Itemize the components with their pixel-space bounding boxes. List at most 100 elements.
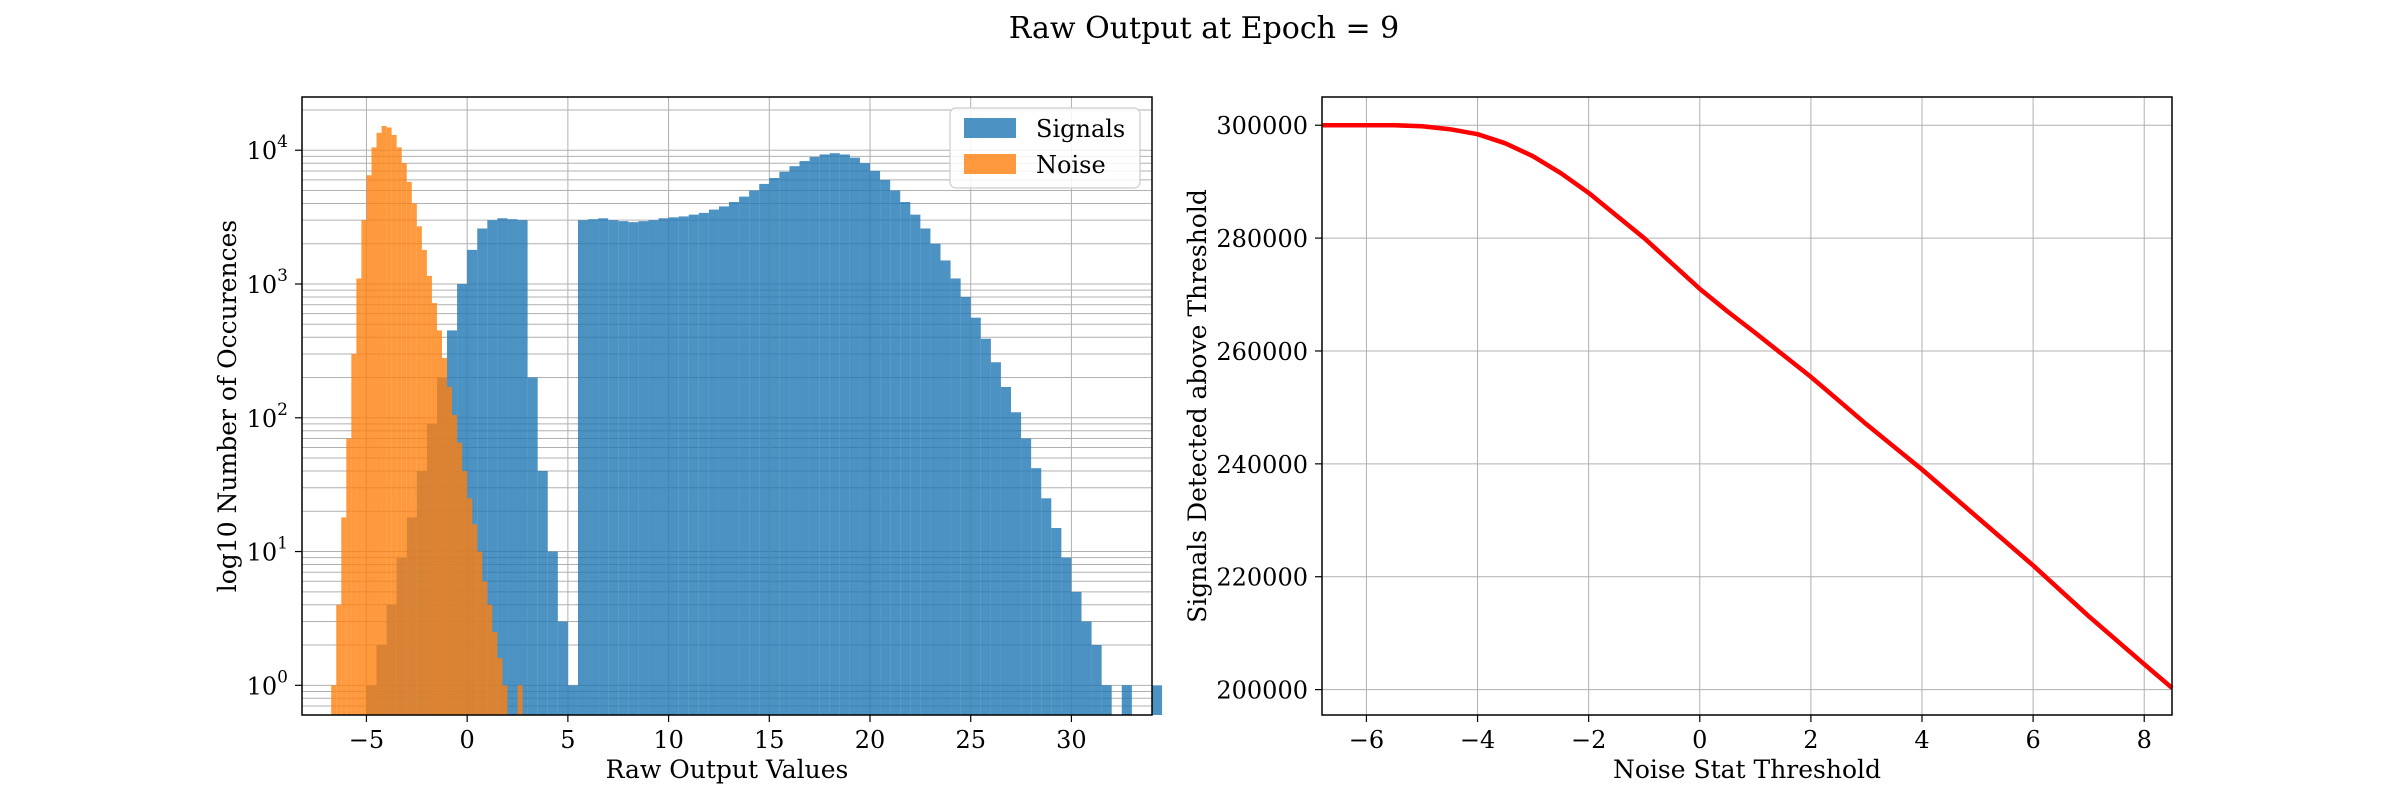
x-tick-label: 30	[1056, 726, 1087, 754]
histogram-bar-signals	[588, 219, 599, 715]
histogram-bar-signals	[1061, 557, 1072, 715]
histogram-bar-signals	[698, 212, 709, 715]
x-tick-label: 0	[1692, 726, 1707, 754]
histogram-bar-noise	[497, 658, 503, 715]
histogram-bar-signals	[739, 196, 750, 715]
histogram-bar-noise	[457, 442, 463, 715]
line-chart: −6 −4 −2 0 2 4 6 8 200000 220000 240000 260000 28000…	[1183, 96, 2174, 784]
histogram-bar-signals	[708, 209, 719, 715]
histogram-bar-signals	[900, 202, 911, 716]
histogram-bar-signals	[477, 228, 488, 715]
histogram-bar-signals	[1152, 685, 1163, 715]
series-signals	[366, 153, 1163, 716]
histogram-bar-signals	[829, 153, 840, 716]
x-tick-label: −5	[349, 726, 384, 754]
histogram-bar-signals	[789, 166, 800, 715]
y-tick-label: 240000	[1216, 451, 1308, 479]
grid	[1322, 97, 2172, 715]
histogram-bar-signals	[859, 163, 871, 715]
x-tick-label: 5	[560, 726, 575, 754]
histogram-bar-noise	[452, 414, 458, 715]
histogram-bar-noise	[502, 685, 508, 715]
histogram-chart: −5 0 5 10 15 20 25 30 100 101 102 103 104 Raw Output …	[213, 96, 1163, 784]
legend-label-signals: Signals	[1036, 115, 1125, 143]
histogram-bar-noise	[406, 181, 412, 716]
histogram-bar-signals	[1091, 645, 1102, 715]
histogram-bar-signals	[718, 206, 730, 715]
histogram-bar-signals	[668, 217, 679, 715]
histogram-bar-noise	[366, 175, 372, 716]
y-tick-label: 102	[247, 400, 288, 433]
histogram-bar-signals	[980, 338, 991, 715]
legend-swatch-signals	[964, 118, 1016, 138]
histogram-bar-signals	[910, 214, 921, 716]
histogram-bar-signals	[537, 471, 548, 715]
y-tick-label: 200000	[1216, 677, 1308, 705]
histogram-bar-signals	[920, 228, 931, 715]
histogram-bar-signals	[1000, 386, 1012, 715]
histogram-bar-noise	[351, 353, 357, 715]
histogram-bar-signals	[1041, 498, 1052, 715]
histogram-bar-signals	[1071, 591, 1082, 715]
histogram-bar-signals	[467, 249, 478, 716]
figure-title: Raw Output at Epoch = 9	[1009, 11, 1400, 46]
x-tick-label: 0	[460, 726, 475, 754]
histogram-bar-noise	[361, 220, 367, 715]
histogram-bar-noise	[341, 517, 347, 715]
histogram-bar-noise	[477, 551, 483, 715]
histogram-bar-signals	[880, 179, 891, 716]
histogram-bar-signals	[688, 214, 699, 716]
x-tick-label: 8	[2137, 726, 2152, 754]
histogram-bar-signals	[1011, 412, 1022, 715]
histogram-bar-signals	[870, 170, 881, 716]
histogram-bar-signals	[557, 621, 568, 715]
histogram-bar-noise	[401, 163, 407, 715]
series-line	[1322, 122, 2174, 690]
x-tick-label: 15	[754, 726, 785, 754]
histogram-bar-signals	[819, 154, 830, 716]
histogram-bar-noise	[447, 386, 453, 715]
histogram-bar-noise	[356, 278, 362, 715]
x-axis-label: Noise Stat Threshold	[1613, 755, 1881, 784]
histogram-bar-signals	[749, 190, 760, 715]
histogram-bar-noise	[517, 685, 523, 715]
histogram-bar-noise	[416, 226, 422, 715]
histogram-bar-signals	[527, 377, 538, 715]
histogram-bar-signals	[1051, 527, 1062, 715]
x-tick-label: −6	[1349, 726, 1384, 754]
histogram-bar-signals	[729, 202, 740, 716]
histogram-bar-noise	[431, 303, 437, 715]
histogram-bar-signals	[497, 218, 508, 715]
histogram-bar-noise	[426, 275, 432, 715]
y-tick-label: 300000	[1216, 112, 1308, 140]
histogram-bar-signals	[890, 190, 901, 715]
histogram-bar-noise	[472, 524, 478, 715]
histogram-bar-signals	[779, 171, 790, 716]
histogram-bar-signals	[1101, 685, 1112, 715]
x-tick-label: 10	[653, 726, 684, 754]
histogram-bar-signals	[1031, 468, 1042, 715]
histogram-bar-signals	[960, 296, 971, 715]
x-tick-label: 6	[2025, 726, 2040, 754]
histogram-bar-signals	[759, 183, 770, 716]
x-tick-label: −4	[1460, 726, 1495, 754]
histogram-bar-signals	[990, 362, 1001, 715]
histogram-bar-noise	[467, 498, 473, 715]
histogram-bar-noise	[492, 632, 498, 715]
histogram-bar-noise	[331, 685, 337, 715]
histogram-bar-noise	[346, 438, 352, 715]
histogram-bar-noise	[462, 471, 468, 715]
histogram-bar-noise	[482, 581, 488, 715]
histogram-bar-signals	[658, 218, 669, 715]
histogram-bar-noise	[371, 147, 377, 716]
series-noise	[331, 125, 523, 716]
legend: Signals Noise	[949, 107, 1141, 189]
histogram-bar-signals	[930, 243, 941, 715]
histogram-bar-noise	[336, 604, 342, 715]
histogram-bar-signals	[849, 157, 860, 716]
y-tick-label: 101	[247, 534, 288, 567]
histogram-bar-signals	[517, 220, 528, 715]
histogram-bar-signals	[970, 317, 981, 715]
histogram-bar-signals	[547, 551, 558, 715]
histogram-bar-signals	[638, 221, 649, 715]
